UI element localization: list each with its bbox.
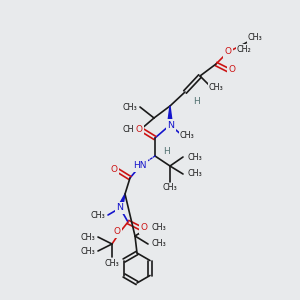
Text: CH₃: CH₃ (163, 184, 177, 193)
Text: HN: HN (133, 161, 147, 170)
Text: CH₃: CH₃ (180, 131, 194, 140)
Polygon shape (167, 106, 172, 125)
Text: CH₂: CH₂ (237, 44, 251, 53)
Text: CH₃: CH₃ (90, 211, 105, 220)
Text: O: O (224, 47, 232, 56)
Text: CH₃: CH₃ (122, 103, 137, 112)
Text: H: H (194, 97, 200, 106)
Text: O: O (229, 65, 236, 74)
Text: CH₃: CH₃ (248, 34, 262, 43)
Text: N: N (167, 121, 175, 130)
Text: CH₃: CH₃ (80, 247, 95, 256)
Text: CH₃: CH₃ (152, 239, 167, 248)
Text: CH₃: CH₃ (152, 224, 167, 232)
Text: O: O (140, 224, 148, 232)
Text: CH₃: CH₃ (188, 152, 203, 161)
Text: CH₃: CH₃ (188, 169, 203, 178)
Text: CH₃: CH₃ (105, 259, 119, 268)
Text: O: O (136, 125, 142, 134)
Text: CH₃: CH₃ (208, 83, 224, 92)
Text: H: H (164, 146, 170, 155)
Text: N: N (116, 203, 124, 212)
Text: O: O (110, 166, 118, 175)
Text: O: O (113, 227, 121, 236)
Text: CH₃: CH₃ (122, 125, 137, 134)
Polygon shape (118, 194, 125, 209)
Text: CH₃: CH₃ (80, 232, 95, 242)
